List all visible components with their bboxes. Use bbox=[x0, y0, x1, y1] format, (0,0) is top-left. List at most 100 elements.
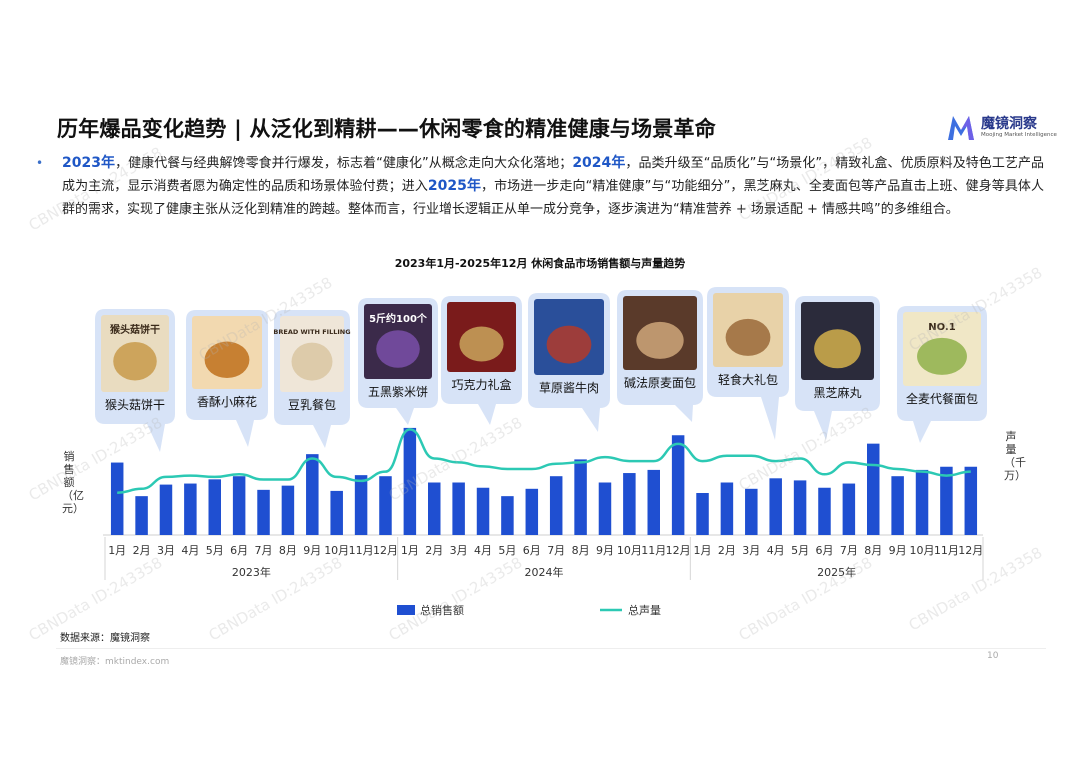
product-name: 黑芝麻丸 bbox=[813, 386, 862, 400]
x-tick-label: 1月 bbox=[401, 544, 419, 557]
bar-34 bbox=[915, 469, 929, 535]
x-tick-label: 10月 bbox=[617, 544, 642, 557]
bar-27 bbox=[745, 488, 758, 535]
callout-bubble bbox=[186, 310, 268, 447]
product-image-detail bbox=[725, 318, 771, 356]
moojing-logo-icon bbox=[948, 116, 974, 140]
x-tick-label: 10月 bbox=[324, 544, 349, 557]
product-name: 碱法原麦面包 bbox=[623, 376, 696, 390]
bar-33 bbox=[891, 476, 904, 535]
bar-30 bbox=[818, 487, 831, 535]
product-callout: 草原酱牛肉 bbox=[528, 293, 610, 432]
bar-23 bbox=[647, 469, 660, 535]
product-callout: 碱法原麦面包 bbox=[617, 290, 703, 422]
bar-18 bbox=[525, 488, 539, 535]
x-tick-label: 12月 bbox=[958, 544, 983, 557]
legend-swatch-sales bbox=[397, 605, 415, 615]
x-tick-label: 12月 bbox=[373, 544, 398, 557]
product-callout: 猴头菇饼干 猴头菇饼干 bbox=[95, 309, 175, 452]
data-source: 数据来源：魔镜洞察 bbox=[60, 633, 150, 644]
product-callout: NO.1 全麦代餐面包 bbox=[897, 306, 987, 443]
bar-3 bbox=[159, 484, 173, 535]
callout-bubble bbox=[528, 293, 610, 432]
year-highlight-2024: 2024年 bbox=[572, 155, 626, 171]
product-image-detail bbox=[459, 326, 504, 362]
bar-29 bbox=[793, 480, 807, 535]
x-tick-label: 2月 bbox=[133, 544, 151, 557]
year-group-label: 2024年 bbox=[525, 565, 564, 579]
x-tick-label: 1月 bbox=[108, 544, 126, 557]
summary-text-1: ，健康代餐与经典解馋零食并行爆发，标志着“健康化”从概念走向大众化落地； bbox=[115, 156, 573, 171]
product-image-detail bbox=[814, 329, 861, 369]
x-tick-label: 2月 bbox=[718, 544, 736, 557]
bar-21 bbox=[598, 482, 612, 535]
product-name: 全麦代餐面包 bbox=[905, 392, 978, 406]
bar-25 bbox=[696, 493, 709, 535]
product-image-detail bbox=[113, 341, 157, 381]
x-tick-label: 10月 bbox=[910, 544, 935, 557]
bar-24 bbox=[671, 435, 685, 535]
x-tick-label: 3月 bbox=[742, 544, 760, 557]
bar-28 bbox=[769, 478, 782, 535]
product-image-detail bbox=[204, 341, 250, 379]
footer-divider bbox=[56, 648, 1046, 649]
bar-5 bbox=[208, 479, 221, 535]
page-number: 10 bbox=[987, 651, 999, 661]
year-group-label: 2025年 bbox=[817, 565, 856, 579]
product-callout: 香酥小麻花 bbox=[186, 310, 268, 447]
x-tick-label: 4月 bbox=[181, 544, 199, 557]
product-name: 豆乳餐包 bbox=[287, 398, 336, 412]
product-callout: 巧克力礼盒 bbox=[441, 296, 522, 425]
x-tick-label: 2月 bbox=[425, 544, 443, 557]
product-callout: 轻食大礼包 bbox=[707, 287, 789, 440]
bullet-marker: • bbox=[36, 156, 44, 170]
product-image-text: 猴头菇饼干 bbox=[110, 323, 160, 336]
footer-site: 魔镜洞察：mktindex.com bbox=[60, 657, 170, 667]
callout-bubble bbox=[707, 287, 789, 440]
callout-bubble: BREAD WITH FILLING bbox=[273, 310, 351, 448]
x-tick-label: 3月 bbox=[157, 544, 175, 557]
x-tick-label: 3月 bbox=[450, 544, 468, 557]
callout-bubble: 猴头菇饼干 bbox=[95, 309, 175, 452]
bar-10 bbox=[330, 490, 343, 535]
summary-text-3: ，市场进一步走向“精准健康”与“功能细分”，黑芝麻丸、全麦面包等产品直击上班、健… bbox=[62, 179, 1044, 217]
bar-14 bbox=[428, 482, 441, 535]
summary-text-2: ，品类升级至“品质化”与“场景化”，精致礼盒、优质原料及特色工艺产品成为主流，显… bbox=[62, 156, 1044, 194]
x-tick-label: 6月 bbox=[230, 544, 248, 557]
year-group-label: 2023年 bbox=[232, 565, 271, 579]
bar-9 bbox=[306, 454, 319, 535]
product-callout: BREAD WITH FILLING 豆乳餐包 bbox=[273, 310, 351, 448]
x-tick-label: 7月 bbox=[840, 544, 858, 557]
x-tick-label: 5月 bbox=[791, 544, 809, 557]
product-name: 轻食大礼包 bbox=[717, 373, 778, 387]
summary-paragraph: • 2023年，健康代餐与经典解馋零食并行爆发，标志着“健康化”从概念走向大众化落… bbox=[36, 152, 1044, 221]
product-name: 猴头菇饼干 bbox=[104, 398, 165, 412]
bar-20 bbox=[574, 459, 587, 535]
bar-11 bbox=[354, 475, 368, 535]
legend-label-volume: 总声量 bbox=[628, 603, 661, 617]
x-tick-label: 1月 bbox=[694, 544, 712, 557]
product-image-text: 5斤约100个 bbox=[369, 312, 428, 325]
x-tick-label: 4月 bbox=[767, 544, 785, 557]
callout-bubble bbox=[617, 290, 703, 422]
bar-36 bbox=[964, 466, 978, 535]
product-image-detail bbox=[546, 325, 592, 364]
product-image-text: BREAD WITH FILLING bbox=[273, 328, 350, 336]
product-name: 香酥小麻花 bbox=[196, 395, 257, 409]
bar-32 bbox=[867, 443, 880, 535]
product-image-detail bbox=[917, 337, 967, 375]
x-tick-label: 4月 bbox=[474, 544, 492, 557]
product-name: 巧克力礼盒 bbox=[451, 378, 512, 392]
callout-bubble: 5斤约100个 bbox=[358, 298, 438, 425]
callout-bubble: NO.1 bbox=[897, 306, 987, 443]
logo-tagline: Moojing Market Intelligence bbox=[981, 131, 1057, 138]
x-tick-label: 6月 bbox=[815, 544, 833, 557]
product-callout: 黑芝麻丸 bbox=[795, 296, 880, 440]
x-tick-label: 8月 bbox=[864, 544, 882, 557]
bar-22 bbox=[623, 473, 636, 535]
x-tick-label: 11月 bbox=[934, 544, 959, 557]
bar-19 bbox=[549, 476, 563, 535]
chart-legend: 总销售额 总声量 bbox=[397, 603, 661, 617]
legend-label-sales: 总销售额 bbox=[420, 603, 464, 617]
